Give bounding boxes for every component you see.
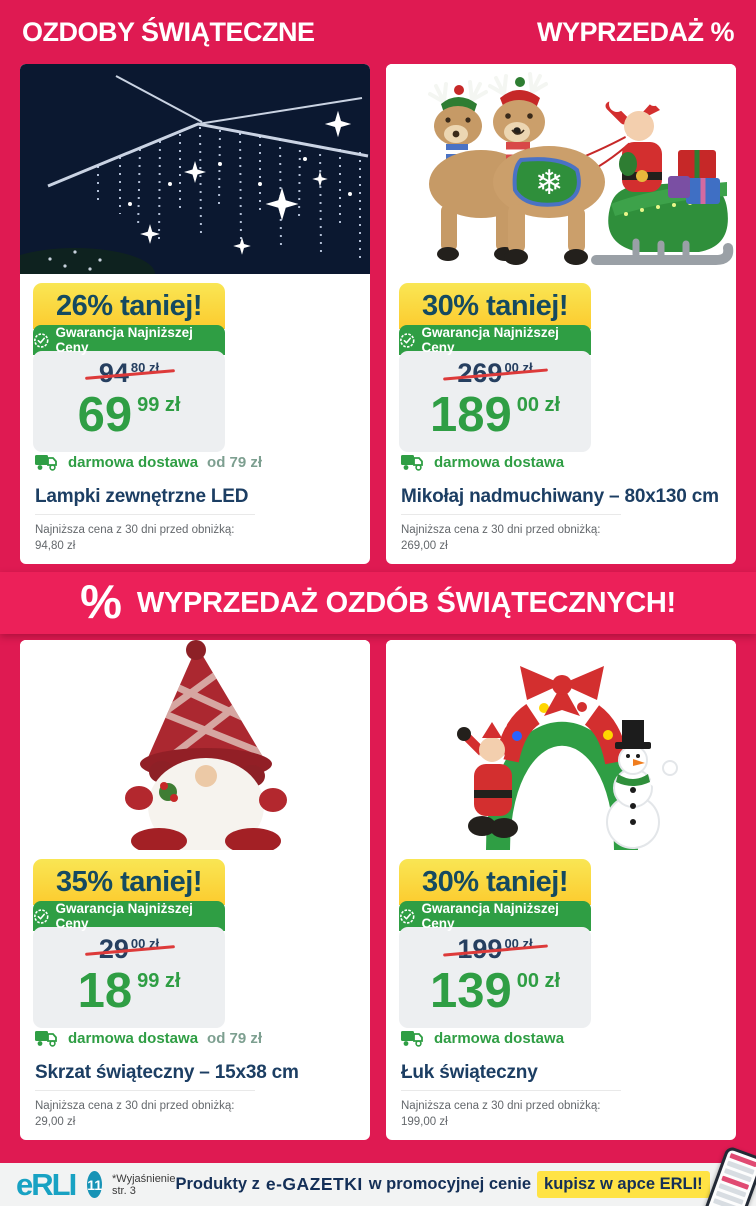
old-price: 199 00 zł [457,934,533,964]
product-card-skrzat[interactable]: 35% taniej! Gwarancja Najniższej Ceny 29… [20,640,370,1140]
truck-icon [35,1031,57,1047]
lowest-price-guarantee-badge: Gwarancja Najniższej Ceny [33,325,225,355]
app-cta-highlight: kupisz w apce ERLI! [537,1171,710,1198]
erli-logo: eRLI [16,1167,77,1202]
seal-check-icon [400,908,415,924]
e-gazetki-logo: e-GAZETKI [265,1174,363,1194]
current-price: 69 99 zł [77,388,181,442]
product-image-icicle-lights [20,64,370,274]
seal-check-icon [34,332,49,348]
current-price: 139 00 zł [429,964,561,1018]
page-header: OZDOBY ŚWIĄTECZNE WYPRZEDAŻ % [0,0,756,64]
free-delivery-row: darmowa dostawa [401,1030,573,1047]
price-block: 30% taniej! Gwarancja Najniższej Ceny 19… [399,859,591,1028]
truck-icon [35,455,57,471]
lowest-price-disclaimer: Najniższa cena z 30 dni przed obniżką: 94… [35,513,255,554]
product-title: Skrzat świąteczny – 15x38 cm [35,1062,299,1083]
lowest-price-disclaimer: Najniższa cena z 30 dni przed obniżką: 19… [401,1089,621,1130]
product-card-luk[interactable]: 30% taniej! Gwarancja Najniższej Ceny 19… [386,640,736,1140]
discount-badge: 26% taniej! [33,283,225,329]
free-delivery-row: darmowa dostawa [401,454,573,471]
product-image-christmas-arch [386,640,736,850]
price-panel: 29 00 zł 18 99 zł [33,927,225,1028]
product-card-lampki-led[interactable]: 26% taniej! Gwarancja Najniższej Ceny 94… [20,64,370,564]
discount-badge: 35% taniej! [33,859,225,905]
lowest-price-disclaimer: Najniższa cena z 30 dni przed obniżką: 29… [35,1089,255,1130]
old-price: 269 00 zł [457,358,533,388]
header-sale-label: WYPRZEDAŻ % [537,16,735,47]
lowest-price-guarantee-badge: Gwarancja Najniższej Ceny [399,901,591,931]
page-number-badge: 11 [87,1171,102,1198]
guarantee-label: Gwarancja Najniższej Ceny [55,901,193,931]
svg-text:❄: ❄ [535,163,564,203]
seal-check-icon [400,332,415,348]
price-panel: 269 00 zł 189 00 zł [399,351,591,452]
discount-badge: 30% taniej! [399,283,591,329]
truck-icon [401,455,423,471]
free-delivery-threshold: od 79 zł [207,1030,263,1047]
free-delivery-row: darmowa dostawa od 79 zł [35,1030,262,1047]
product-title: Łuk świąteczny [401,1062,538,1083]
free-delivery-label: darmowa dostawa [434,1030,565,1047]
footnote: *Wyjaśnienie str. 3 [112,1172,176,1197]
guarantee-label: Gwarancja Najniższej Ceny [421,901,559,931]
price-panel: 199 00 zł 139 00 zł [399,927,591,1028]
current-price: 189 00 zł [429,388,561,442]
free-delivery-label: darmowa dostawa [68,454,199,471]
current-price: 18 99 zł [77,964,181,1018]
free-delivery-label: darmowa dostawa [68,1030,199,1047]
app-promo-text: Produkty z e-GAZETKI w promocyjnej cenie… [176,1171,710,1198]
header-category-label: OZDOBY ŚWIĄTECZNE [22,16,315,47]
price-panel: 94 80 zł 69 99 zł [33,351,225,452]
product-image-gnome [20,640,370,850]
product-title: Mikołaj nadmuchiwany – 80x130 cm [401,486,719,507]
guarantee-label: Gwarancja Najniższej Ceny [55,325,193,355]
discount-badge: 30% taniej! [399,859,591,905]
seal-check-icon [34,908,49,924]
truck-icon [401,1031,423,1047]
lowest-price-guarantee-badge: Gwarancja Najniższej Ceny [399,325,591,355]
lowest-price-guarantee-badge: Gwarancja Najniższej Ceny [33,901,225,931]
price-block: 26% taniej! Gwarancja Najniższej Ceny 94… [33,283,225,452]
old-price: 94 80 zł [98,358,160,388]
lowest-price-disclaimer: Najniższa cena z 30 dni przed obniżką: 26… [401,513,621,554]
sale-banner-text: WYPRZEDAŻ OZDÓB ŚWIĄTECZNYCH! [136,586,676,619]
product-card-mikolaj[interactable]: ❄ [386,64,736,564]
guarantee-label: Gwarancja Najniższej Ceny [421,325,559,355]
free-delivery-row: darmowa dostawa od 79 zł [35,454,262,471]
product-image-santa-sleigh: ❄ [386,64,736,274]
product-title: Lampki zewnętrzne LED [35,486,249,507]
free-delivery-label: darmowa dostawa [434,454,565,471]
percent-icon: % [80,574,122,628]
old-price: 29 00 zł [98,934,160,964]
page-footer: eRLI 11 *Wyjaśnienie str. 3 Produkty z e… [0,1163,756,1206]
sale-banner: % WYPRZEDAŻ OZDÓB ŚWIĄTECZNYCH! [0,572,756,634]
price-block: 30% taniej! Gwarancja Najniższej Ceny 26… [399,283,591,452]
price-block: 35% taniej! Gwarancja Najniższej Ceny 29… [33,859,225,1028]
free-delivery-threshold: od 79 zł [207,454,263,471]
